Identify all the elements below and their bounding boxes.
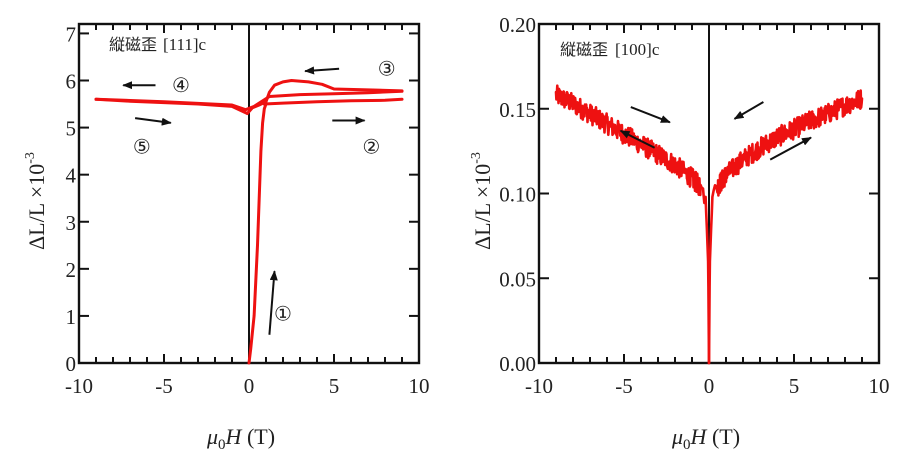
left-y-tick-label: 7 (66, 22, 77, 46)
left-title-annotation-jp: 縦磁歪 (109, 35, 157, 54)
left-ylabel-exponent: -3 (23, 152, 38, 164)
left-y-tick-label: 0 (66, 352, 77, 376)
right-direction-arrow (769, 136, 812, 161)
left-series-line-1 (247, 102, 268, 365)
left-title-annotation-direction: [111]c (163, 35, 207, 54)
left-ylabel-main: ΔL/L ×10 (24, 164, 49, 250)
left-axis-ticks: -10 -5 0 5 10 0 1 2 3 4 5 6 7 (65, 22, 430, 398)
left-x-tick-label: 0 (244, 374, 255, 398)
right-direction-arrow (630, 106, 671, 124)
left-sweep-step-label: ③ (378, 57, 396, 81)
right-xlabel-sub: 0 (683, 437, 691, 453)
right-series-line-1 (554, 84, 711, 365)
left-xlabel-sub: 0 (218, 437, 226, 453)
left-y-tick-label: 6 (66, 70, 77, 94)
right-x-tick-label: -10 (525, 374, 553, 398)
right-ylabel-main: ΔL/L ×10 (470, 164, 495, 250)
right-direction-arrow (733, 101, 764, 120)
left-series-line-3 (245, 79, 404, 115)
left-x-tick-label: 10 (409, 374, 430, 398)
right-xlabel-mu: μ (671, 424, 683, 449)
left-sweep-step-label: ① (274, 302, 292, 326)
right-series-line-2 (707, 89, 864, 365)
right-ylabel-exponent: -3 (469, 152, 484, 164)
right-ylabel: ΔL/L ×10-3 (469, 152, 495, 250)
left-xlabel-h: H (225, 424, 243, 449)
right-x-tick-label: 5 (789, 374, 800, 398)
left-y-tick-label: 3 (66, 211, 77, 235)
left-x-tick-label: 5 (329, 374, 340, 398)
left-annotations: ① ② ③ ④ ⑤ (122, 57, 396, 335)
right-xlabel: μ0H (T) (671, 424, 740, 453)
left-chart-panel: -10 -5 0 5 10 0 1 2 3 4 5 6 7 ① ② ③ ④ ⑤ 縦磁歪 [111]c ΔL/L … (23, 22, 430, 453)
left-xlabel-mu: μ (206, 424, 218, 449)
right-annotations (619, 101, 812, 161)
right-x-tick-label: 10 (869, 374, 890, 398)
right-y-tick-label: 0.10 (499, 183, 536, 207)
left-y-tick-label: 5 (66, 117, 77, 141)
right-data-series (554, 84, 864, 365)
left-direction-arrow (134, 117, 172, 126)
right-x-tick-label: -5 (615, 374, 633, 398)
left-y-tick-label: 2 (66, 258, 77, 282)
left-x-tick-label: -10 (65, 374, 93, 398)
right-xlabel-unit: (T) (706, 424, 740, 449)
left-xlabel: μ0H (T) (206, 424, 275, 453)
left-sweep-step-label: ⑤ (133, 134, 151, 158)
left-y-tick-label: 4 (66, 164, 77, 188)
left-series-line-5 (94, 89, 404, 112)
left-sweep-step-label: ④ (172, 73, 190, 97)
left-xlabel-unit: (T) (241, 424, 275, 449)
right-direction-arrow (619, 129, 656, 149)
right-y-tick-label: 0.00 (499, 352, 536, 376)
left-y-tick-label: 1 (66, 305, 77, 329)
right-title-annotation-direction: [100]c (615, 40, 660, 59)
left-data-series (94, 79, 404, 365)
left-direction-arrow (268, 270, 278, 335)
left-series-line-2 (262, 97, 404, 106)
right-chart-panel: -10 -5 0 5 10 0.00 0.05 0.10 0.15 0.20 縦磁歪 [100]c… (469, 13, 890, 453)
left-ylabel: ΔL/L ×10-3 (23, 152, 49, 250)
left-direction-arrow (304, 66, 340, 75)
right-y-tick-label: 0.05 (499, 267, 536, 291)
right-y-tick-label: 0.20 (499, 13, 536, 37)
right-x-tick-label: 0 (704, 374, 715, 398)
left-sweep-step-label: ② (362, 134, 380, 158)
left-x-tick-label: -5 (155, 374, 173, 398)
right-xlabel-h: H (690, 424, 708, 449)
right-axis-ticks: -10 -5 0 5 10 0.00 0.05 0.10 0.15 0.20 (499, 13, 889, 398)
right-title-annotation-jp: 縦磁歪 (560, 40, 608, 59)
right-y-tick-label: 0.15 (499, 98, 536, 122)
